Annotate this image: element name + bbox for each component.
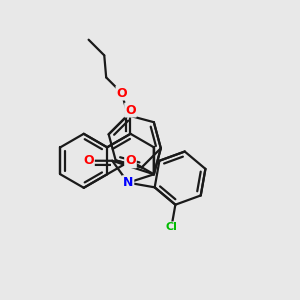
Text: O: O bbox=[125, 103, 136, 117]
Text: O: O bbox=[116, 86, 127, 100]
Text: N: N bbox=[123, 176, 133, 189]
Text: Cl: Cl bbox=[166, 222, 177, 232]
Text: O: O bbox=[83, 154, 94, 167]
Text: O: O bbox=[125, 154, 136, 167]
